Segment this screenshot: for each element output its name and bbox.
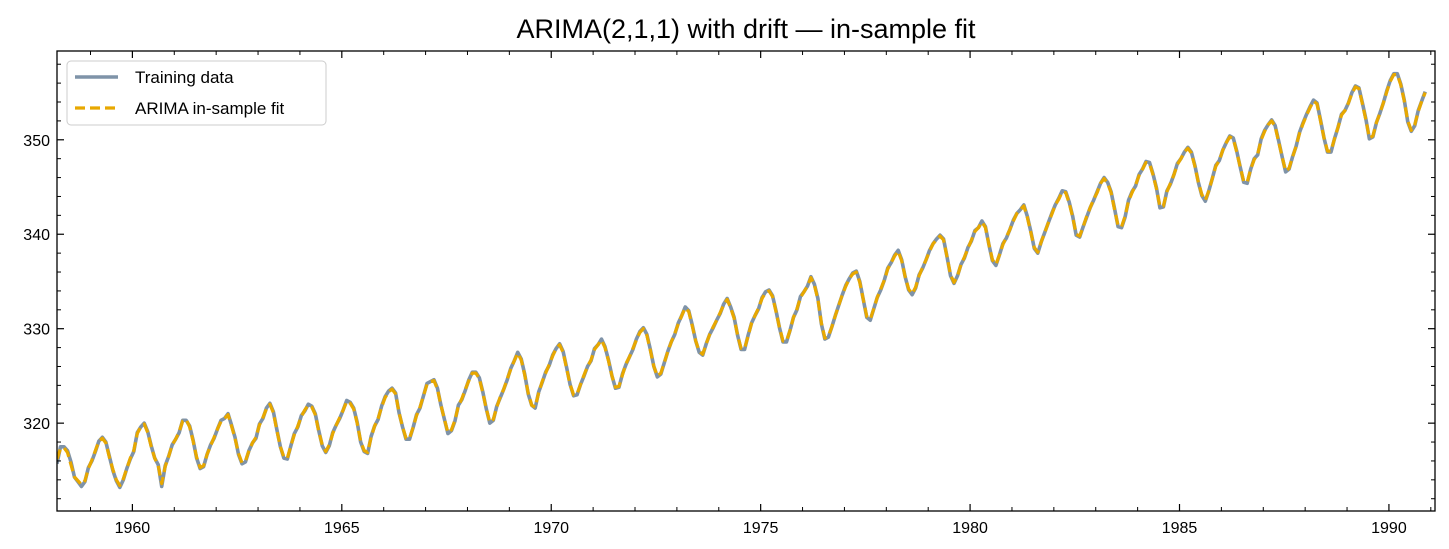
x-tick-label: 1965: [324, 520, 360, 537]
y-tick-label: 350: [23, 133, 50, 150]
x-tick-label: 1970: [533, 520, 569, 537]
legend-label-training-data: Training data: [135, 68, 234, 87]
series-line-arima-fit: [57, 73, 1427, 488]
x-tick-label: 1980: [952, 520, 988, 537]
x-axis: 1960 1965 1970 1975 1980 1985 1990: [90, 51, 1432, 537]
plot-frame: [56, 50, 1436, 512]
y-axis: 320 330 340 350: [23, 63, 1435, 500]
y-tick-label: 340: [23, 227, 50, 244]
legend-box: [66, 60, 327, 126]
plot-area: [57, 71, 1427, 490]
y-tick-label: 330: [23, 322, 50, 339]
x-tick-label: 1985: [1162, 520, 1198, 537]
x-tick-label: 1990: [1371, 520, 1407, 537]
legend-label-arima-fit: ARIMA in-sample fit: [135, 99, 285, 118]
chart-title: ARIMA(2,1,1) with drift — in-sample fit: [516, 14, 976, 44]
legend: Training data ARIMA in-sample fit: [66, 60, 327, 126]
y-tick-label: 320: [23, 416, 50, 433]
x-tick-label: 1960: [115, 520, 151, 537]
series-line-training-data: [57, 71, 1427, 490]
x-tick-label: 1975: [743, 520, 779, 537]
